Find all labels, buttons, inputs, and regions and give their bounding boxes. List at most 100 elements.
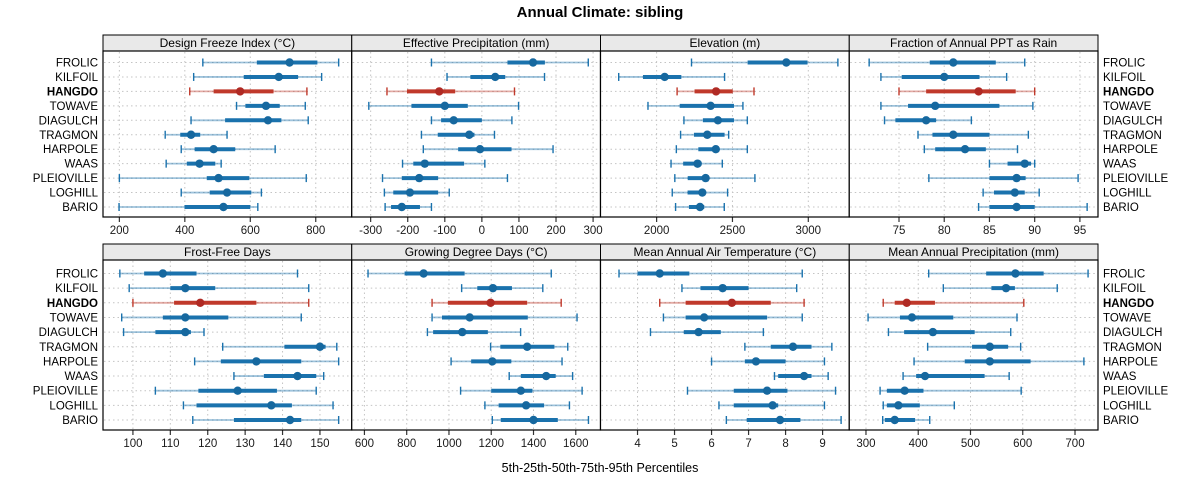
tick-label: 800 bbox=[306, 225, 325, 237]
median-dot bbox=[516, 386, 526, 395]
site-series-frolic bbox=[927, 269, 1089, 278]
median-dot bbox=[181, 313, 190, 322]
site-label-right-towave: TOWAVE bbox=[1103, 101, 1152, 113]
median-dot bbox=[186, 130, 196, 139]
median-dot bbox=[267, 401, 276, 410]
site-series-hangdo bbox=[659, 298, 805, 307]
tick-label: 600 bbox=[355, 438, 374, 450]
tick-label: 200 bbox=[546, 225, 565, 237]
site-label-right-hangdo: HANGDO bbox=[1103, 298, 1154, 310]
tick-label: 300 bbox=[856, 438, 875, 450]
site-label-left-bario: BARIO bbox=[62, 202, 98, 214]
site-label-left-diagulch: DIAGULCH bbox=[39, 327, 98, 339]
median-dot bbox=[711, 87, 721, 96]
median-dot bbox=[419, 269, 428, 278]
site-series-hangdo bbox=[132, 298, 310, 307]
median-dot bbox=[486, 298, 495, 307]
median-dot bbox=[900, 386, 909, 395]
site-series-tragmon bbox=[926, 342, 1022, 351]
median-dot bbox=[405, 188, 415, 197]
strip-title: Design Freeze Index (°C) bbox=[160, 36, 296, 50]
site-series-kilfoil bbox=[192, 72, 323, 82]
site-series-diagulch bbox=[883, 116, 973, 125]
site-label-left-waas: WAAS bbox=[65, 159, 99, 171]
tick-label: 80 bbox=[938, 225, 951, 237]
site-series-bario bbox=[192, 415, 340, 425]
median-dot bbox=[488, 357, 497, 366]
median-dot bbox=[261, 101, 271, 111]
median-dot bbox=[397, 202, 406, 212]
site-label-left-kilfoil: KILFOIL bbox=[55, 283, 98, 295]
site-series-loghill bbox=[982, 188, 1040, 197]
site-series-waas bbox=[988, 159, 1036, 168]
site-series-harpole bbox=[923, 145, 1019, 154]
median-dot bbox=[1012, 202, 1021, 212]
site-series-frolic bbox=[119, 269, 299, 278]
median-dot bbox=[698, 188, 707, 197]
median-dot bbox=[985, 357, 995, 366]
tick-label: 7 bbox=[745, 438, 751, 450]
tick-label: 1600 bbox=[563, 438, 589, 450]
median-dot bbox=[930, 101, 940, 111]
tick-label: 100 bbox=[509, 225, 528, 237]
strip-title: Elevation (m) bbox=[690, 36, 761, 50]
median-dot bbox=[902, 298, 911, 307]
site-label-left-pleioville: PLEIOVILLE bbox=[33, 173, 99, 185]
tick-label: 120 bbox=[198, 438, 217, 450]
site-label-left-tragmon: TRAGMON bbox=[39, 342, 98, 354]
median-dot bbox=[219, 202, 228, 212]
tick-label: 9 bbox=[819, 438, 825, 450]
strip-title: Growing Degree Days (°C) bbox=[405, 245, 548, 259]
tick-label: 130 bbox=[236, 438, 255, 450]
site-series-harpole bbox=[450, 357, 563, 366]
tick-label: 100 bbox=[123, 438, 142, 450]
site-series-hangdo bbox=[386, 87, 516, 96]
site-series-harpole bbox=[422, 145, 554, 154]
median-dot bbox=[949, 130, 958, 139]
median-dot bbox=[703, 130, 712, 139]
site-series-tragmon bbox=[917, 130, 1030, 139]
site-label-right-bario: BARIO bbox=[1103, 202, 1139, 214]
site-series-pleioville bbox=[381, 173, 509, 183]
site-series-kilfoil bbox=[681, 283, 798, 293]
median-dot bbox=[449, 116, 458, 125]
site-series-harpole bbox=[193, 357, 340, 366]
site-label-left-pleioville: PLEIOVILLE bbox=[33, 386, 99, 398]
median-dot bbox=[921, 116, 931, 125]
median-dot bbox=[195, 159, 204, 168]
site-series-kilfoil bbox=[880, 72, 1008, 82]
tick-label: -200 bbox=[396, 225, 419, 237]
site-series-pleioville bbox=[674, 173, 756, 183]
median-dot bbox=[181, 327, 190, 337]
site-series-tragmon bbox=[164, 130, 228, 139]
site-series-hangdo bbox=[431, 298, 562, 307]
median-dot bbox=[415, 173, 424, 183]
tick-label: 1200 bbox=[478, 438, 504, 450]
median-dot bbox=[1020, 159, 1029, 168]
site-series-pleioville bbox=[879, 386, 1022, 395]
median-dot bbox=[458, 327, 467, 337]
median-dot bbox=[694, 327, 703, 337]
panel-mean-annual-air-temperature-c: Mean Annual Air Temperature (°C) 4 5 6 7 8 9 bbox=[599, 243, 850, 450]
site-label-right-loghill: LOGHILL bbox=[1103, 188, 1152, 200]
panel-design-freeze-index-c: Design Freeze Index (°C) 200 400 600 800 bbox=[102, 34, 353, 237]
median-dot bbox=[209, 145, 218, 154]
median-dot bbox=[985, 342, 995, 351]
median-dot bbox=[181, 283, 190, 293]
tick-label: 150 bbox=[310, 438, 329, 450]
tick-label: 140 bbox=[273, 438, 292, 450]
site-label-right-frolic: FROLIC bbox=[1103, 58, 1145, 70]
site-label-right-waas: WAAS bbox=[1103, 159, 1137, 171]
site-series-bario bbox=[118, 202, 259, 212]
tick-label: 700 bbox=[1065, 438, 1084, 450]
median-dot bbox=[894, 401, 903, 410]
site-label-left-waas: WAAS bbox=[65, 371, 99, 383]
site-series-kilfoil bbox=[460, 283, 544, 293]
site-series-bario bbox=[725, 415, 842, 425]
median-dot bbox=[465, 130, 474, 139]
median-dot bbox=[475, 145, 485, 154]
tick-label: 3000 bbox=[796, 225, 822, 237]
site-label-right-kilfoil: KILFOIL bbox=[1103, 72, 1146, 84]
